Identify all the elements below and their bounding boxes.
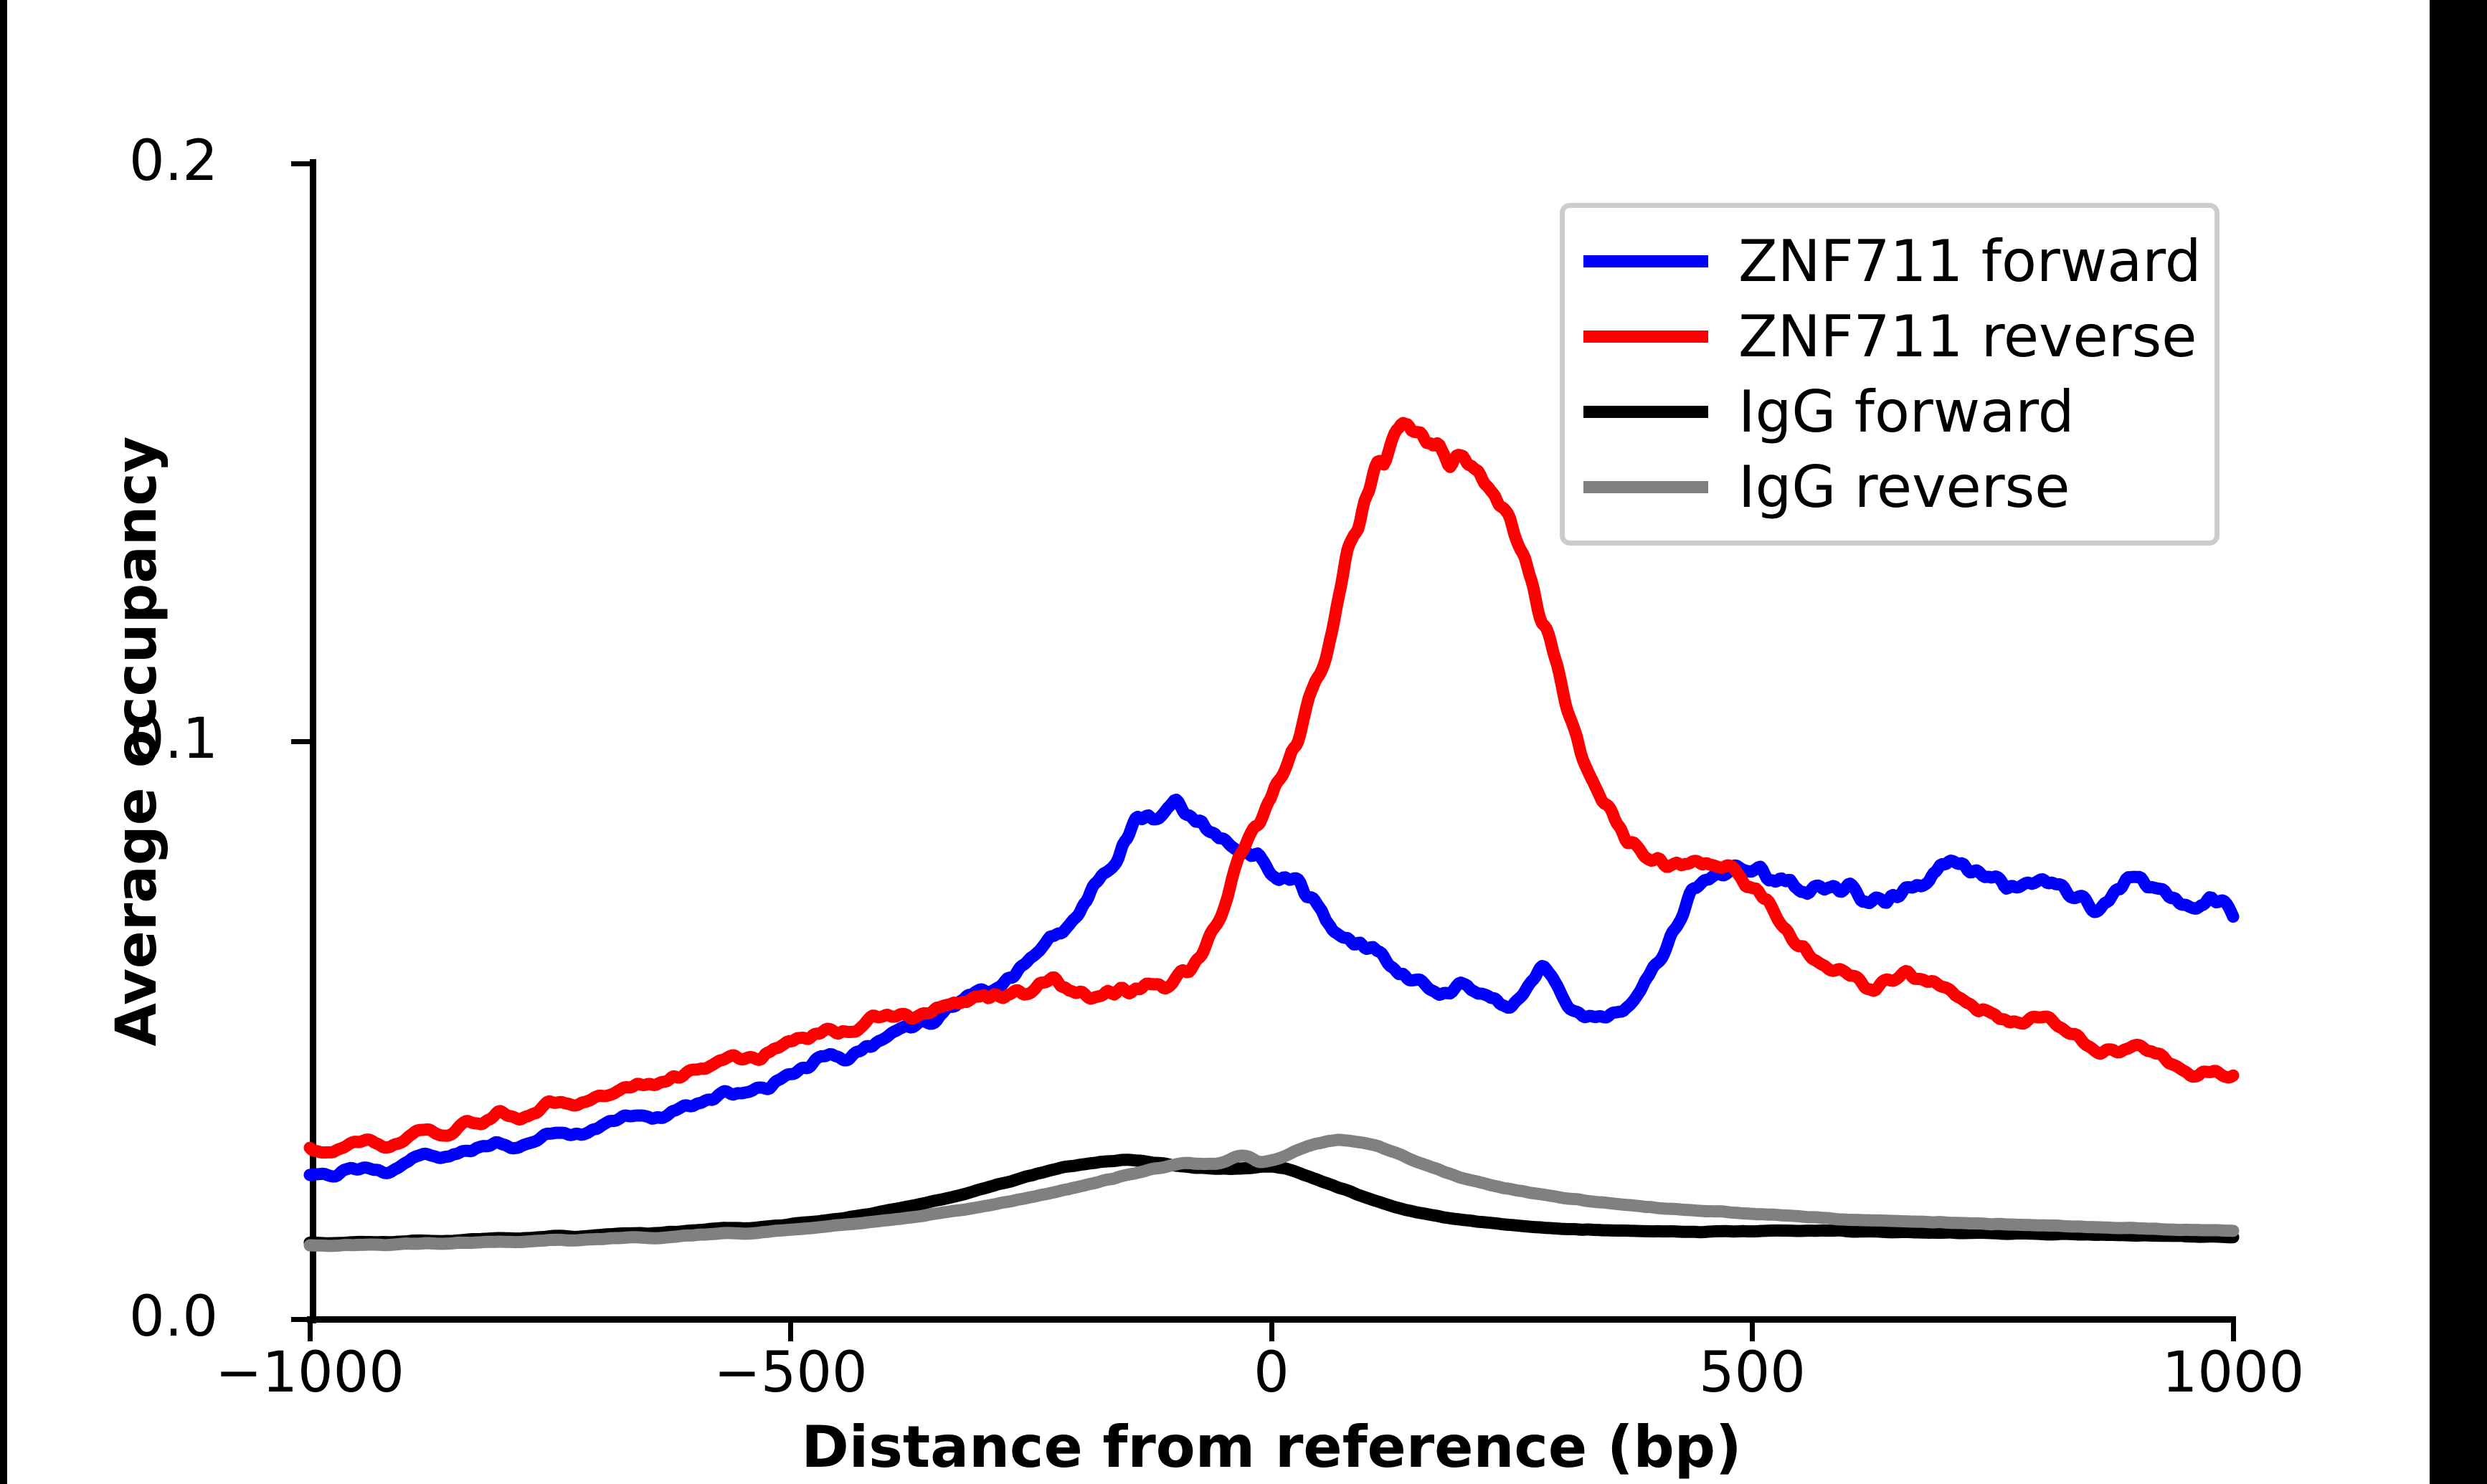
series-line-znf711-reverse [303,417,2240,1159]
x-axis-label: Distance from reference (bp) [801,1414,1742,1480]
line-chart-curves [303,417,2240,1252]
legend-label: ZNF711 forward [1738,227,2202,295]
y-tick [291,738,310,744]
series-line-igg-reverse [303,1133,2240,1252]
x-tick [1269,1323,1274,1341]
x-tick [1750,1323,1755,1341]
plot-area [303,163,2240,1319]
x-tick [788,1323,793,1341]
legend-color-swatch [1583,330,1708,343]
x-axis-spine [307,1316,2236,1323]
y-axis-label: Average occupancy [105,436,169,1047]
legend-color-swatch [1583,255,1708,267]
legend-label: IgG reverse [1738,453,2070,520]
legend-item[interactable]: IgG forward [1583,374,2196,450]
legend-item[interactable]: ZNF711 forward [1583,224,2202,299]
y-tick [291,1316,310,1322]
x-ticklabel: 0 [1254,1341,1289,1405]
y-axis-spine [310,159,316,1323]
series-line-znf711-forward [303,793,2240,1183]
legend-box: ZNF711 forward ZNF711 reverse IgG forward I… [1560,203,2220,546]
y-ticklabel: 0.1 [128,707,218,771]
x-tick [307,1323,313,1341]
x-ticklabel: −500 [714,1341,868,1405]
y-tick [291,161,310,166]
legend-color-swatch [1583,406,1708,418]
legend-label: ZNF711 reverse [1738,303,2197,370]
x-ticklabel: −1000 [215,1341,404,1405]
legend-color-swatch [1583,481,1708,493]
y-ticklabel: 0.0 [128,1285,218,1349]
series-line-igg-forward [303,1154,2240,1250]
y-ticklabel: 0.2 [128,129,218,194]
x-ticklabel: 1000 [2161,1341,2305,1405]
legend-item[interactable]: IgG reverse [1583,450,2196,525]
legend-label: IgG forward [1738,378,2075,445]
legend-item[interactable]: ZNF711 reverse [1583,299,2197,374]
plot-canvas: 0.0 0.1 0.2 −1000 −500 0 500 1000 Average occu… [7,0,2430,1484]
x-ticklabel: 500 [1699,1341,1806,1405]
x-tick [2230,1323,2236,1341]
